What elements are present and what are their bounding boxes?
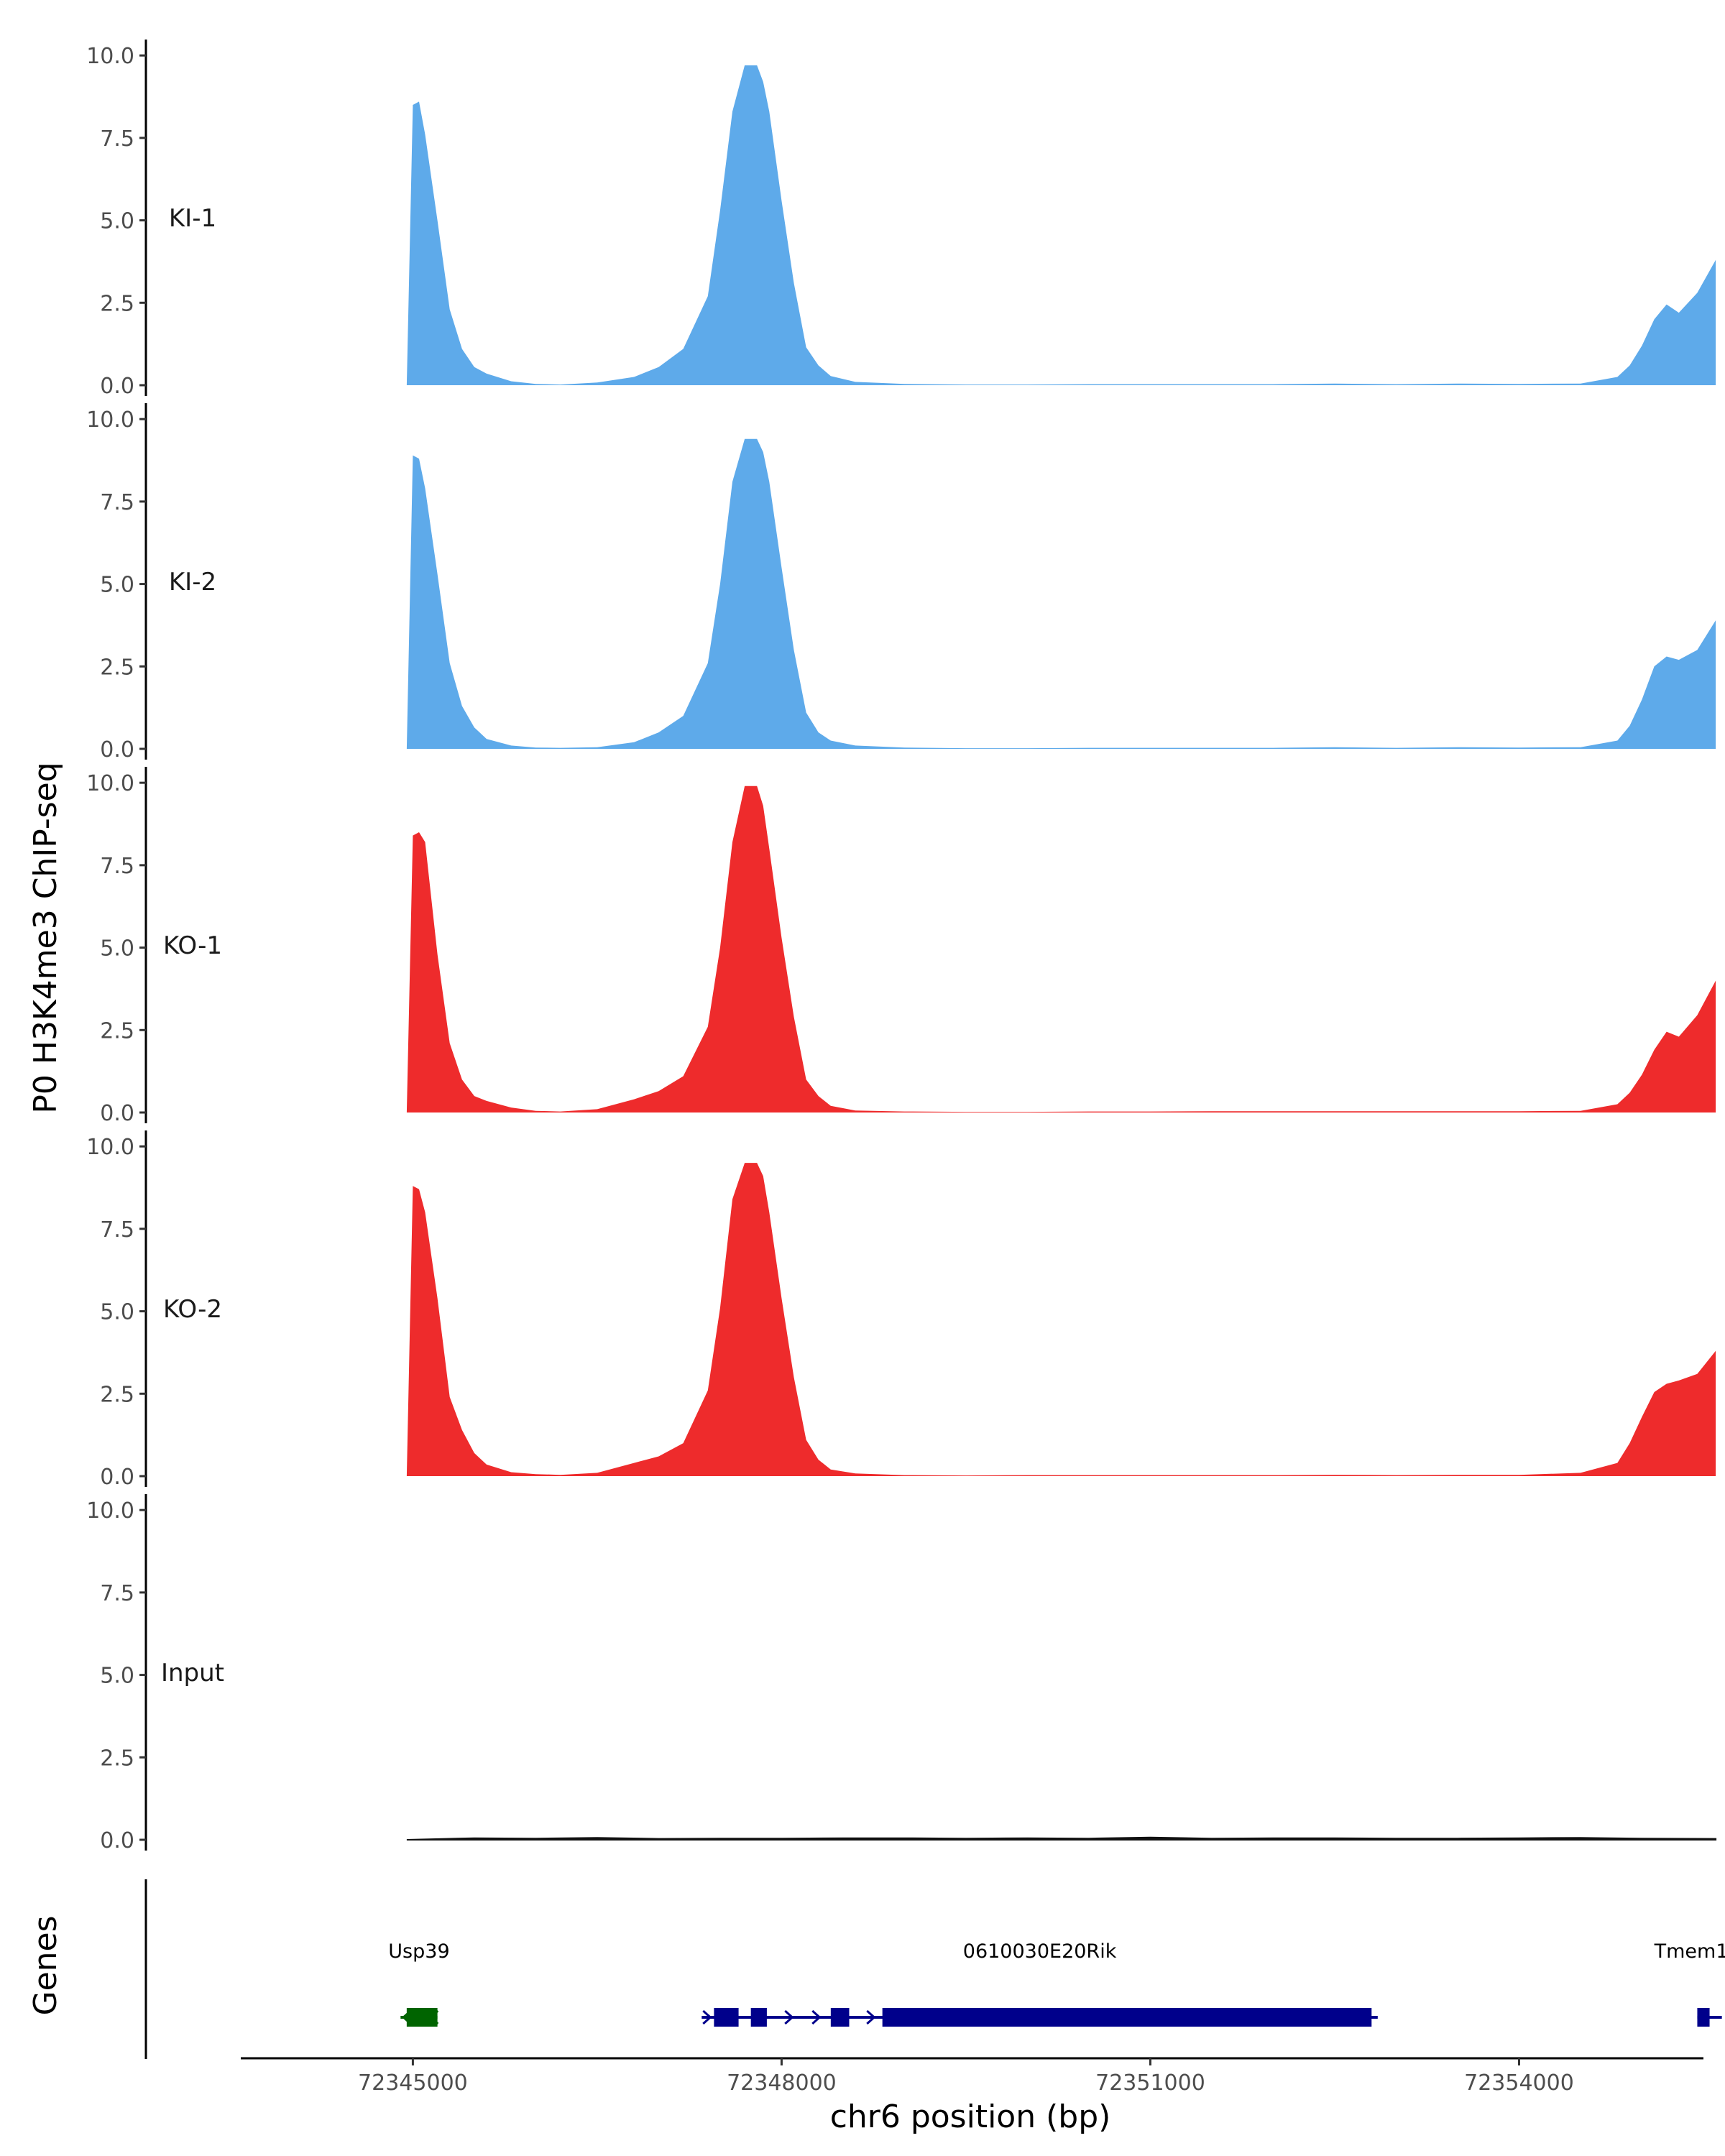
y-tick-label: 0.0 (100, 1101, 134, 1126)
area-ko-1 (406, 786, 1716, 1112)
genes-track-title: Genes (27, 1915, 64, 2015)
y-tick-label: 7.5 (100, 490, 134, 515)
strand-arrow (702, 2009, 712, 2025)
track-label-input: Input (161, 1659, 224, 1687)
y-tick-label: 10.0 (86, 771, 134, 796)
x-tick-label: 72354000 (1464, 2070, 1574, 2096)
y-tick-label: 5.0 (100, 573, 134, 598)
gene-exon (1697, 2008, 1710, 2027)
gene-exon (830, 2008, 850, 2027)
track-ko-2: 0.0 2.5 5.0 7.5 10.0 KO-2 (86, 1130, 1716, 1490)
area-input (406, 1836, 1717, 1841)
y-tick-label: 10.0 (86, 1498, 134, 1524)
x-tick-label: 72351000 (1095, 2070, 1205, 2096)
gene-exon (406, 2008, 438, 2027)
y-tick-label: 2.5 (100, 1018, 134, 1044)
gene-label-0610030e20rik: 0610030E20Rik (963, 1940, 1117, 1963)
y-tick-label: 7.5 (100, 854, 134, 879)
genes-track: Usp39 0610030E20Rik Tmem150a (144, 1879, 1725, 2059)
y-tick-label: 5.0 (100, 1300, 134, 1325)
track-label-ki-1: KI-1 (169, 204, 216, 233)
coverage-tracks: 0.0 2.5 5.0 7.5 10.0 KI-1 0.0 2.5 5.0 7.5 10.0 KI-2… (86, 40, 1717, 1853)
x-axis: 72345000 72348000 72351000 72354000 (241, 2057, 1703, 2096)
x-tick-label: 72345000 (358, 2070, 468, 2096)
area-ki-2 (406, 438, 1716, 749)
gene-label-usp39: Usp39 (388, 1940, 449, 1963)
track-label-ko-2: KO-2 (163, 1295, 222, 1324)
y-tick-label: 2.5 (100, 1382, 134, 1407)
y-tick-label: 7.5 (100, 126, 134, 152)
y-tick-label: 2.5 (100, 655, 134, 680)
y-tick-label: 10.0 (86, 44, 134, 69)
strand-arrow (784, 2009, 794, 2025)
y-tick-label: 5.0 (100, 936, 134, 962)
area-ko-2 (406, 1163, 1716, 1476)
gene-label-tmem150a: Tmem150a (1654, 1940, 1725, 1963)
y-tick-label: 0.0 (100, 1465, 134, 1490)
y-tick-label: 7.5 (100, 1581, 134, 1606)
track-ki-1: 0.0 2.5 5.0 7.5 10.0 KI-1 (86, 40, 1716, 399)
y-tick-label: 7.5 (100, 1217, 134, 1243)
area-ki-1 (406, 65, 1716, 386)
track-ko-1: 0.0 2.5 5.0 7.5 10.0 KO-1 (86, 767, 1716, 1126)
y-tick-label: 0.0 (100, 374, 134, 399)
y-tick-label: 10.0 (86, 1135, 134, 1160)
gene-exon (750, 2008, 767, 2027)
track-label-ko-1: KO-1 (163, 931, 222, 960)
gene-exon (882, 2008, 1372, 2027)
track-ki-2: 0.0 2.5 5.0 7.5 10.0 KI-2 (86, 403, 1716, 763)
strand-arrow (866, 2009, 876, 2025)
y-tick-label: 2.5 (100, 291, 134, 316)
strand-arrow (811, 2009, 822, 2025)
y-tick-label: 5.0 (100, 1664, 134, 1689)
y-tick-label: 10.0 (86, 407, 134, 433)
gene-tmem150a: Tmem150a (1654, 1940, 1725, 2027)
gene-exon (714, 2008, 739, 2027)
gene-0610030e20rik: 0610030E20Rik (702, 1940, 1378, 2027)
track-input: 0.0 2.5 5.0 7.5 10.0 Input (86, 1494, 1717, 1853)
track-label-ki-2: KI-2 (169, 568, 216, 596)
gene-usp39: Usp39 (388, 1940, 450, 2027)
y-axis-title: P0 H3K4me3 ChIP-seq (27, 762, 64, 1113)
y-tick-label: 0.0 (100, 737, 134, 763)
y-tick-label: 5.0 (100, 209, 134, 234)
x-axis-title: chr6 position (bp) (830, 2099, 1111, 2135)
y-tick-label: 0.0 (100, 1828, 134, 1853)
x-tick-label: 72348000 (727, 2070, 837, 2096)
y-tick-label: 2.5 (100, 1746, 134, 1771)
